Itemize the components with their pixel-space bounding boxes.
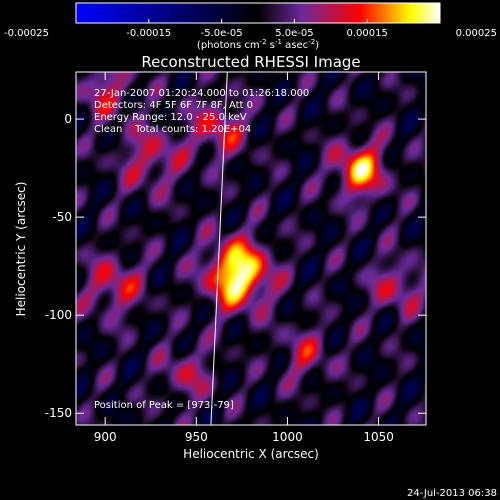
solar-limb-line — [210, 72, 228, 425]
y-tick-label: -50 — [52, 210, 72, 224]
colorbar-tick-label: -0.00025 — [4, 28, 49, 39]
annotation-detectors: Detectors: 4F 5F 6F 7F 8F, Att 0 — [94, 100, 253, 111]
y-axis-label: Heliocentric Y (arcsec) — [14, 182, 28, 317]
chart-title: Reconstructed RHESSI Image — [141, 53, 360, 71]
peak-position-label: Position of Peak = [973,-79] — [94, 400, 234, 411]
y-tick-label: -150 — [45, 406, 72, 420]
colorbar — [75, 2, 441, 24]
y-tick-label: -100 — [45, 308, 72, 322]
colorbar-tick-label: 0.00015 — [347, 28, 388, 39]
colorbar-tick-label: -0.00015 — [126, 28, 171, 39]
colorbar-ticks: -0.00025 -0.00015 -5.0e-05 5.0e-05 0.00015 0.… — [4, 19, 497, 39]
x-axis-label: Heliocentric X (arcsec) — [183, 447, 319, 461]
heatmap-image — [76, 72, 426, 425]
x-tick-label: 900 — [94, 430, 117, 444]
colorbar-tick-label: -5.0e-05 — [201, 28, 243, 39]
plot-frame — [75, 71, 427, 426]
x-tick-label: 1000 — [272, 430, 303, 444]
x-tick-label: 1050 — [363, 430, 394, 444]
annotation-time: 27-Jan-2007 01:20:24.000 to 01:26:18.000 — [94, 88, 309, 99]
x-tick-label: 950 — [185, 430, 208, 444]
colorbar-tick-label: 0.00025 — [456, 28, 497, 39]
annotation-counts: Clean Total counts: 1.20E+04 — [94, 124, 251, 135]
colorbar-tick-label: 5.0e-05 — [275, 28, 313, 39]
annotation-energy: Energy Range: 12.0 - 25.0 keV — [94, 112, 247, 123]
axis-ticks: 900 950 1000 1050 0 -50 -100 -150 — [45, 72, 426, 444]
colorbar-unit-label: (photons cm-2 s-1 asec-2) — [197, 38, 319, 51]
footer-date: 24-Jul-2013 06:38 — [407, 488, 497, 499]
y-tick-label: 0 — [64, 112, 72, 126]
